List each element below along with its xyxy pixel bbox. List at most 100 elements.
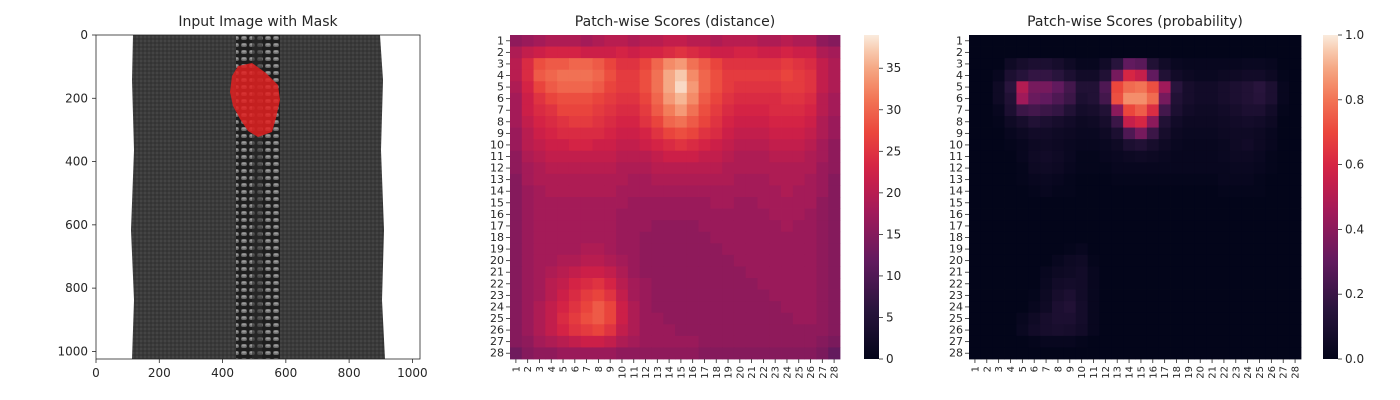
heatmap-cell	[710, 347, 723, 360]
heatmap-cell	[1123, 231, 1136, 244]
heatmap-cell	[580, 185, 593, 198]
heatmap-cell	[1004, 46, 1017, 59]
heatmap-cell	[1241, 173, 1254, 186]
row-label: 14	[490, 185, 504, 198]
heatmap-cell	[1277, 197, 1290, 209]
heatmap-cell	[1087, 301, 1100, 314]
heatmap-cell	[1028, 58, 1041, 71]
heatmap-cell	[1016, 335, 1029, 348]
heatmap-cell	[1158, 312, 1171, 325]
heatmap-cell	[1241, 278, 1254, 290]
heatmap-cell	[1052, 104, 1065, 117]
heatmap-cell	[510, 278, 523, 290]
heatmap-cell	[1087, 289, 1100, 302]
heatmap-cell	[663, 347, 676, 360]
col-label: 19	[724, 366, 735, 379]
heatmap-cell	[580, 278, 593, 290]
heatmap-cell	[1028, 347, 1041, 360]
heatmap-cell	[592, 116, 605, 128]
col-label: 6	[1030, 366, 1041, 372]
heatmap-cell	[1182, 116, 1195, 128]
heatmap-cell	[698, 243, 711, 256]
heatmap-cell	[675, 139, 688, 152]
col-label: 22	[759, 366, 770, 379]
row-label: 18	[949, 231, 963, 244]
heatmap-cell	[757, 231, 770, 244]
heatmap-cell	[757, 69, 770, 82]
heatmap-cell	[1194, 335, 1207, 348]
heatmap-cell	[1194, 139, 1207, 152]
heatmap-cell	[1170, 266, 1183, 279]
heatmap-cell	[710, 69, 723, 82]
heatmap-cell	[1075, 127, 1088, 140]
heatmap-cell	[745, 324, 758, 337]
heatmap-cell	[1063, 35, 1077, 47]
x-tick-label: 200	[148, 366, 171, 380]
heatmap-cell	[1146, 301, 1160, 314]
heatmap-cell	[557, 312, 570, 325]
heatmap-cell	[969, 58, 982, 71]
heatmap-cell	[792, 162, 806, 175]
heatmap-cell	[1075, 116, 1088, 128]
heatmap-cell	[1063, 197, 1077, 209]
heatmap-cell	[1170, 35, 1183, 47]
heatmap-cell	[1170, 243, 1183, 256]
heatmap-cell	[733, 81, 747, 94]
heatmap-cell	[616, 278, 629, 290]
heatmap-cell	[510, 35, 523, 47]
heatmap-cell	[969, 162, 982, 175]
heatmap-cell	[745, 301, 758, 314]
heatmap-cell	[733, 231, 747, 244]
colorbar-tick-label: 5	[886, 310, 894, 324]
heatmap-cell	[1218, 220, 1231, 233]
heatmap-cell	[698, 81, 711, 94]
heatmap-cell	[1206, 254, 1219, 267]
heatmap-cell	[828, 208, 841, 221]
heatmap-cell	[1253, 231, 1266, 244]
heatmap-cell	[1146, 81, 1160, 94]
heatmap-cell	[580, 324, 593, 337]
heatmap-cell	[1146, 185, 1160, 198]
heatmap-cell	[1075, 197, 1088, 209]
heatmap-cell	[1218, 173, 1231, 186]
x-tick-label: 600	[274, 366, 297, 380]
heatmap-cell	[698, 231, 711, 244]
heatmap-cell	[639, 104, 652, 117]
x-tick-label: 0	[92, 366, 100, 380]
heatmap-cell	[781, 231, 794, 244]
heatmap-cell	[675, 243, 688, 256]
heatmap-cell	[1123, 312, 1136, 325]
heatmap-cell	[510, 243, 523, 256]
heatmap-cell	[1146, 266, 1160, 279]
heatmap-cell	[557, 173, 570, 186]
row-label: 4	[956, 69, 963, 82]
heatmap-cell	[627, 104, 641, 117]
heatmap-cell	[733, 208, 747, 221]
heatmap-cell	[710, 312, 723, 325]
heatmap-cell	[828, 185, 841, 198]
heatmap-cell	[722, 139, 735, 152]
heatmap-cell	[557, 335, 570, 348]
heatmap-cell	[1241, 335, 1254, 348]
heatmap-cell	[722, 173, 735, 186]
heatmap-cell	[1040, 69, 1053, 82]
heatmap-cell	[592, 127, 605, 140]
col-label: 21	[1208, 366, 1219, 379]
heatmap-cell	[1087, 243, 1100, 256]
heatmap-cell	[769, 69, 782, 82]
heatmap-cell	[533, 347, 546, 360]
heatmap-cell	[639, 81, 652, 94]
heatmap-cell	[1253, 104, 1266, 117]
heatmap-cell	[722, 266, 735, 279]
heatmap-cell	[698, 139, 711, 152]
heatmap-cell	[1289, 69, 1302, 82]
heatmap-cell	[1099, 347, 1112, 360]
heatmap-cell	[698, 92, 711, 105]
heatmap-cell	[828, 58, 841, 71]
heatmap-cell	[1206, 162, 1219, 175]
heatmap-cell	[1111, 81, 1124, 94]
heatmap-cell	[604, 116, 617, 128]
col-label: 3	[994, 366, 1005, 372]
heatmap-cell	[781, 139, 794, 152]
heatmap-cell	[1289, 127, 1302, 140]
